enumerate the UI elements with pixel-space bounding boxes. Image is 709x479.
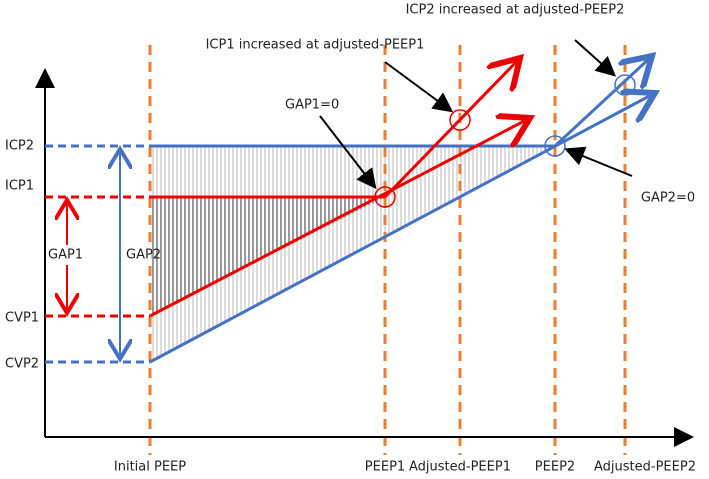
label-bg [125, 245, 151, 265]
y-label: ICP1 [5, 179, 34, 194]
x-label: PEEP2 [535, 460, 575, 475]
annotation: ICP1 increased at adjusted-PEEP1 [206, 38, 425, 53]
pointer-arrows [319, 39, 633, 190]
annotation: GAP2=0 [641, 191, 695, 206]
y-label: CVP2 [5, 357, 39, 372]
gap-label: GAP1 [48, 248, 83, 263]
label-bg [47, 245, 87, 265]
gap-label: GAP2 [126, 248, 161, 263]
annotation: GAP1=0 [285, 98, 339, 113]
trend-lines [149, 56, 655, 364]
labels: ICP2 ICP1 CVP1 CVP2 Initial PEEP PEEP1 Adjuste… [5, 3, 696, 475]
x-label: Adjusted-PEEP2 [594, 460, 696, 475]
y-label: ICP2 [5, 139, 34, 154]
y-label: CVP1 [5, 311, 39, 326]
x-label: Initial PEEP [114, 460, 186, 475]
circles [374, 74, 636, 208]
axes [35, 68, 694, 447]
x-label: Adjusted-PEEP1 [409, 460, 511, 475]
annotation: ICP2 increased at adjusted-PEEP2 [406, 3, 625, 18]
x-label: PEEP1 [365, 460, 405, 475]
